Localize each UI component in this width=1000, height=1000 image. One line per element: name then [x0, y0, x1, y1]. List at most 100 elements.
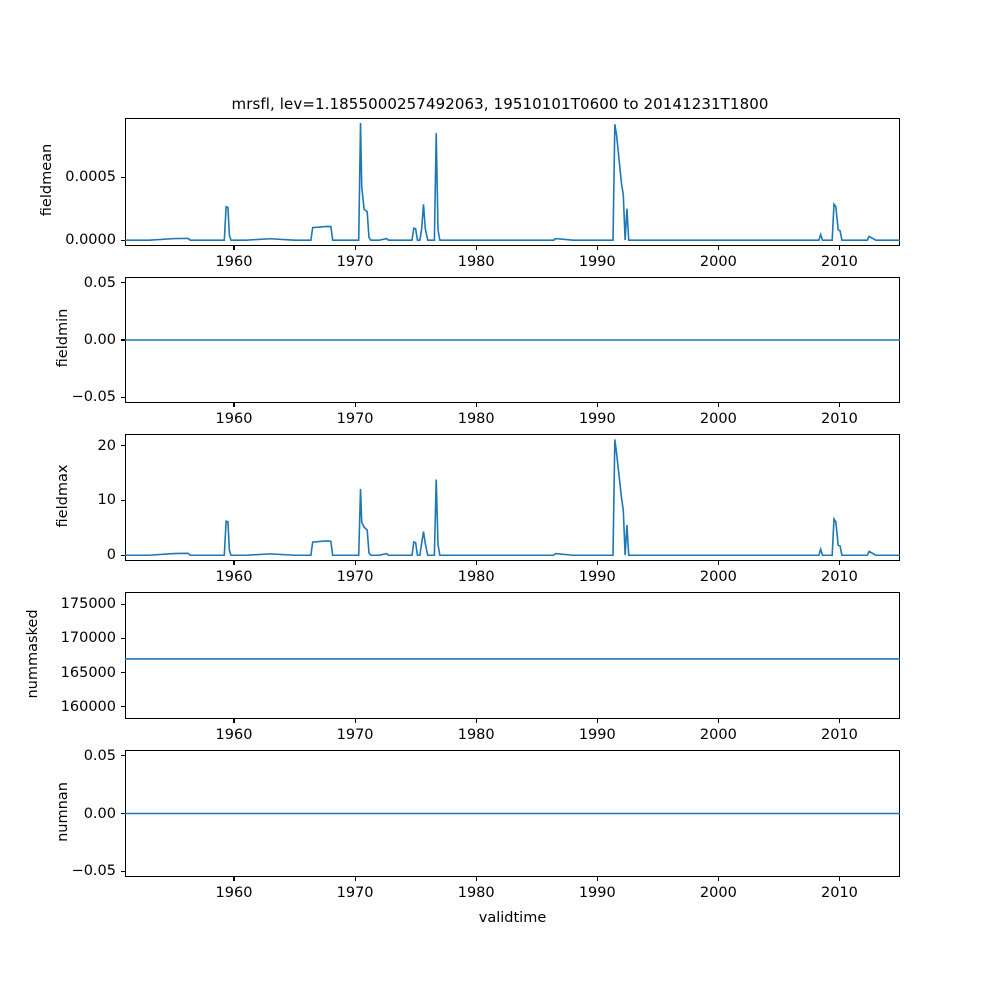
y-tick-label: −0.05	[71, 863, 116, 880]
x-tick-label: 1990	[578, 727, 616, 743]
x-tick-mark	[596, 719, 598, 724]
y-tick-mark	[120, 176, 125, 178]
x-tick-mark	[717, 561, 719, 566]
y-tick-mark	[120, 239, 125, 241]
y-tick-label: 0.05	[83, 747, 116, 764]
y-tick-mark	[120, 554, 125, 556]
chart-panel-fieldmax: 0 10 20 1960 1970 1980 1990 2000 2010 fieldmax	[55, 434, 900, 585]
x-tick-label: 1960	[215, 411, 253, 427]
y-tick-label: 0	[106, 547, 116, 564]
y-tick-mark	[120, 812, 125, 815]
x-tick-label: 2010	[821, 885, 858, 901]
y-tick-mark	[120, 637, 125, 639]
x-tick-mark	[475, 561, 477, 566]
y-tick-mark	[120, 706, 125, 708]
y-tick-mark	[120, 870, 125, 872]
x-tick-mark	[596, 246, 598, 251]
y-tick-mark	[120, 603, 125, 605]
series-layer	[125, 118, 900, 246]
y-tick-mark	[120, 755, 125, 757]
x-tick-mark	[717, 877, 719, 882]
x-tick-label: 2000	[699, 254, 737, 270]
x-tick-label: 2010	[821, 569, 858, 585]
x-tick-label: 2010	[821, 254, 858, 270]
series-layer	[125, 434, 900, 561]
axes-frame	[125, 434, 900, 561]
y-tick-mark	[120, 282, 125, 284]
y-tick-label: 170000	[60, 630, 116, 647]
x-tick-mark	[596, 403, 598, 408]
chart-panel-fieldmean: 0.0000 0.0005 1960 1970 1980 1990 2000 2010 fiel…	[39, 118, 900, 270]
x-tick-label: 1970	[336, 254, 374, 270]
y-tick-label: 0.00	[83, 332, 116, 348]
y-tick-label: 10	[97, 492, 116, 509]
y-tick-mark	[120, 499, 125, 501]
y-tick-label: 0.05	[83, 274, 116, 291]
series-layer	[125, 277, 900, 403]
x-tick-mark	[354, 561, 356, 566]
chart-panel-fieldmin: −0.05 0.00 0.05 1960 1970 1980 1990 2000 2010 fie…	[55, 275, 900, 427]
x-tick-label: 2000	[699, 885, 737, 901]
y-axis-label-numnan: numnan	[55, 781, 71, 842]
x-tick-mark	[354, 403, 356, 408]
y-tick-mark	[120, 396, 125, 398]
x-tick-label: 1960	[215, 254, 253, 270]
data-line-fieldmax	[125, 439, 900, 555]
x-tick-mark	[838, 561, 840, 566]
x-tick-mark	[717, 719, 719, 724]
y-tick-label: 0.0005	[65, 169, 116, 186]
data-line-fieldmean	[125, 123, 900, 240]
x-tick-mark	[475, 246, 477, 251]
x-tick-mark	[233, 403, 235, 408]
x-tick-mark	[475, 877, 477, 882]
x-tick-label: 1960	[215, 569, 253, 585]
chart-panel-nummasked: 160000 165000 170000 175000 1960 1970 1980 1990…	[25, 592, 900, 743]
x-tick-mark	[354, 877, 356, 882]
x-tick-mark	[233, 246, 235, 251]
axes-frame	[125, 118, 900, 246]
x-tick-mark	[354, 719, 356, 724]
x-tick-label: 1980	[457, 569, 495, 585]
y-axis-label-fieldmin: fieldmin	[55, 308, 71, 368]
x-tick-label: 2000	[699, 727, 737, 743]
x-tick-label: 1990	[578, 885, 616, 901]
x-tick-label: 1980	[457, 727, 495, 743]
y-tick-mark	[120, 444, 125, 447]
chart-panel-numnan: −0.05 0.00 0.05 1960 1970 1980 1990 2000 2010 num…	[55, 748, 900, 901]
x-tick-label: 2010	[821, 411, 858, 427]
x-tick-mark	[233, 561, 235, 566]
x-tick-label: 1970	[336, 411, 374, 427]
axes-frame	[125, 592, 900, 719]
y-tick-label: 175000	[60, 596, 116, 613]
x-tick-mark	[475, 719, 477, 724]
x-tick-label: 2000	[699, 569, 737, 585]
y-axis-label-nummasked: nummasked	[25, 608, 41, 699]
x-tick-label: 1960	[215, 727, 253, 743]
x-tick-label: 1970	[336, 569, 374, 585]
x-tick-mark	[838, 719, 840, 724]
y-tick-mark	[120, 339, 125, 341]
x-tick-label: 1980	[457, 411, 495, 427]
y-tick-mark	[120, 672, 125, 674]
series-layer	[125, 750, 900, 877]
y-tick-label: 165000	[60, 664, 116, 681]
x-tick-label: 1970	[336, 885, 374, 901]
x-tick-mark	[475, 403, 477, 408]
x-tick-label: 2010	[821, 727, 858, 743]
x-tick-mark	[596, 561, 598, 566]
y-tick-label: −0.05	[71, 389, 116, 406]
x-tick-label: 2000	[699, 411, 737, 427]
x-tick-mark	[717, 246, 719, 251]
x-axis-label: validtime	[478, 910, 547, 926]
y-tick-label: 160000	[60, 698, 116, 715]
y-tick-label: 20	[97, 437, 116, 454]
y-axis-label-fieldmax: fieldmax	[55, 464, 71, 527]
x-tick-label: 1990	[578, 411, 616, 427]
x-tick-label: 1980	[457, 885, 495, 901]
x-tick-label: 1990	[578, 254, 616, 270]
x-tick-mark	[233, 877, 235, 882]
series-layer	[125, 592, 900, 719]
y-tick-label: 0.0000	[65, 232, 116, 249]
x-tick-mark	[838, 403, 840, 408]
